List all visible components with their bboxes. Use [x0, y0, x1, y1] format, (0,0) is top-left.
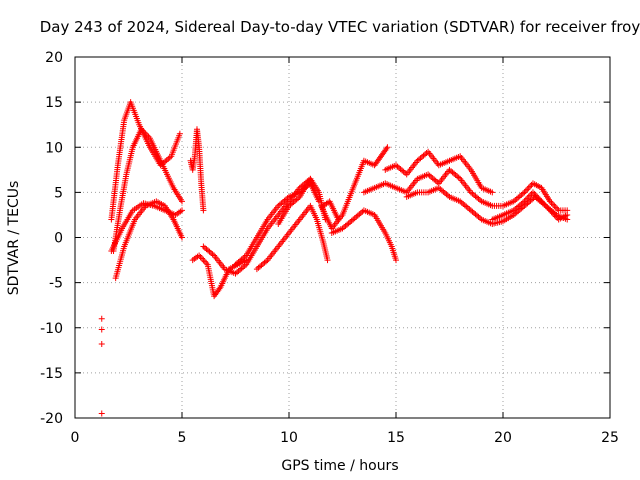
tick-labels: 0 5 10 15 20 25 -20 -15 -10 -5 0 5 10 15 20 — [40, 50, 619, 446]
y-tick-label: -10 — [40, 321, 63, 337]
data-point — [525, 184, 532, 191]
data-point — [549, 201, 556, 208]
data-point — [98, 340, 105, 347]
y-tick-label: 5 — [54, 185, 63, 201]
y-tick-label: 10 — [45, 140, 63, 156]
data-point — [98, 326, 105, 333]
grid — [75, 57, 610, 418]
y-tick-label: -15 — [40, 366, 63, 382]
x-tick-label: 10 — [280, 430, 298, 446]
data-point — [179, 207, 185, 214]
y-tick-label: -5 — [49, 276, 63, 292]
y-tick-label: 20 — [45, 50, 63, 66]
y-tick-label: 15 — [45, 95, 63, 111]
data-point — [384, 144, 391, 151]
x-tick-label: 25 — [601, 430, 619, 446]
data-point — [197, 254, 204, 261]
data-point — [489, 189, 496, 196]
data-point — [324, 257, 331, 264]
data-point — [551, 202, 558, 209]
data-point — [201, 258, 208, 265]
data-point — [335, 216, 342, 223]
data-point — [522, 187, 529, 194]
data-point — [393, 257, 399, 264]
data-point — [179, 198, 185, 205]
x-tick-label: 15 — [387, 430, 405, 446]
data-point — [98, 410, 105, 417]
x-tick-label: 5 — [178, 430, 187, 446]
x-tick-label: 0 — [71, 430, 80, 446]
x-axis-label: GPS time / hours — [281, 458, 398, 474]
y-tick-label: -20 — [40, 411, 63, 427]
data-point — [176, 130, 183, 137]
data-point — [98, 315, 105, 322]
data-point — [200, 257, 207, 264]
data-point — [524, 186, 531, 193]
plot-frame — [74, 56, 611, 419]
data-point — [564, 211, 571, 218]
data-point — [200, 207, 207, 214]
y-axis-label: SDTVAR / TECUs — [6, 181, 22, 296]
data-point — [179, 234, 185, 241]
data-marks — [98, 99, 571, 417]
x-tick-label: 20 — [494, 430, 512, 446]
y-tick-label: 0 — [54, 231, 63, 247]
chart-title: Day 243 of 2024, Sidereal Day-to-day VTE… — [40, 18, 640, 36]
